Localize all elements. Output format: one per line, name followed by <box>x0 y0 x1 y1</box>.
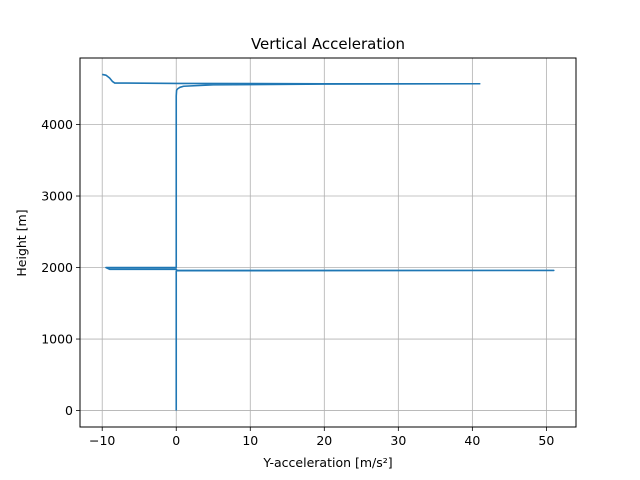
x-tick-label: 40 <box>464 433 480 448</box>
y-tick-label: 1000 <box>41 332 73 347</box>
y-tick-label: 3000 <box>41 189 73 204</box>
x-tick-label: 30 <box>390 433 406 448</box>
ticks: −10 0 10 20 30 40 50 0 1000 2000 3000 4000 <box>41 117 554 448</box>
series-layer <box>102 73 555 411</box>
x-tick-label: 20 <box>316 433 332 448</box>
chart-title: Vertical Acceleration <box>251 35 405 53</box>
x-tick-label: −10 <box>89 433 115 448</box>
y-tick-label: 2000 <box>41 260 73 275</box>
x-tick-label: 0 <box>172 433 180 448</box>
series-line <box>102 73 555 411</box>
y-tick-label: 4000 <box>41 117 73 132</box>
x-tick-label: 10 <box>242 433 258 448</box>
y-axis-label: Height [m] <box>14 209 29 276</box>
x-axis-label: Y-acceleration [m/s²] <box>262 455 392 470</box>
x-tick-label: 50 <box>538 433 554 448</box>
plot-frame <box>79 57 577 428</box>
y-tick-label: 0 <box>65 403 73 418</box>
